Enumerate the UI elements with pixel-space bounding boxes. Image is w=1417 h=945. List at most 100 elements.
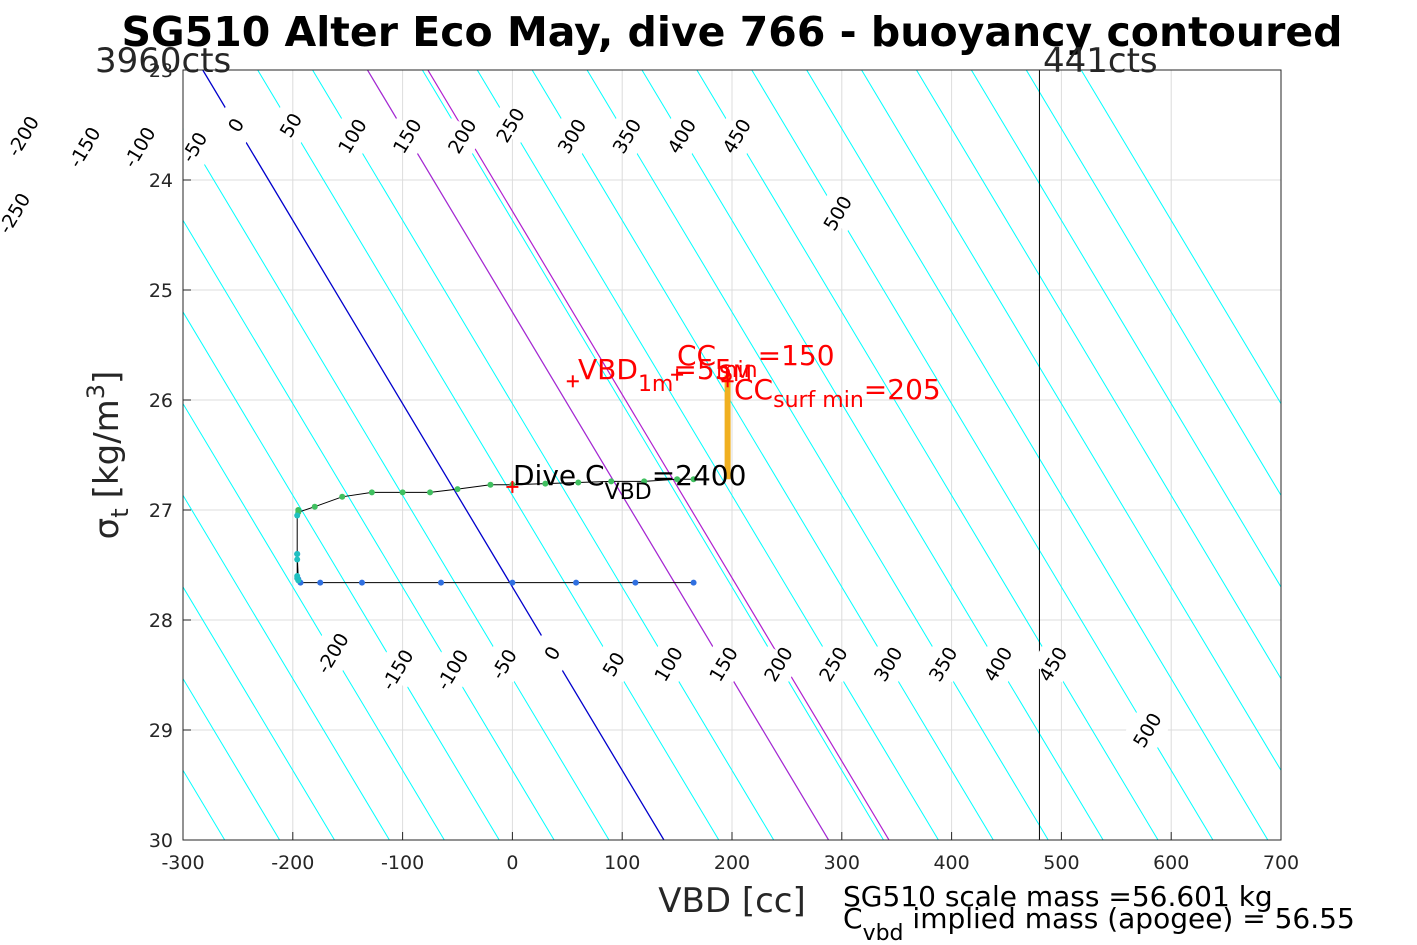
x-tick-label: 300 xyxy=(824,852,860,874)
contour-label-gap xyxy=(816,194,859,232)
bottom-point xyxy=(294,551,301,557)
contour-line xyxy=(312,70,775,840)
contour-line xyxy=(861,70,1281,772)
contour-label-gap xyxy=(702,645,745,683)
contour-line xyxy=(696,70,1159,840)
dive-c-value: =2400 xyxy=(652,459,747,492)
cc-min-sub: min xyxy=(716,358,758,383)
y-axis-label-unit: [kg/m xyxy=(87,399,127,498)
contour-line xyxy=(1080,70,1281,405)
ascent-point xyxy=(358,579,365,586)
x-tick-label: 500 xyxy=(1043,852,1079,874)
descent-point xyxy=(399,489,406,496)
contour-lines xyxy=(183,70,1281,840)
contour-line xyxy=(183,402,445,840)
x-axis-label: VBD [cc] xyxy=(658,881,806,921)
vbd1m-value: =55 xyxy=(673,353,732,386)
contour-label-gap xyxy=(530,634,574,672)
contour-label-gap xyxy=(0,194,36,232)
contour-label-gap xyxy=(214,106,257,144)
contour-label-gap xyxy=(1031,645,1074,683)
descent-point xyxy=(690,476,697,483)
y-axis-label-sub: t xyxy=(106,508,134,517)
contour-label-gap xyxy=(482,645,525,683)
contour-label-gap xyxy=(605,117,648,155)
y-tick-label: 30 xyxy=(149,830,173,852)
contour-line xyxy=(916,70,1281,680)
contour-line xyxy=(476,70,939,840)
descent-point xyxy=(427,489,434,496)
ascent-point xyxy=(317,579,324,586)
cc-surf-main: CC xyxy=(734,373,773,406)
contour-line xyxy=(1025,70,1281,497)
descent-point xyxy=(608,478,615,485)
contour-label-gap xyxy=(117,128,161,166)
x-tick-label: 100 xyxy=(604,852,640,874)
contour-label-gap xyxy=(660,117,703,155)
contour-label-gap xyxy=(811,645,855,683)
contour-line xyxy=(183,127,610,840)
y-tick-label: 27 xyxy=(149,500,173,522)
footer-implied-rest: implied mass (apogee) = 56.55 xyxy=(904,902,1355,935)
x-tick-label: 600 xyxy=(1153,852,1189,874)
y-axis-label-symbol: σ xyxy=(87,518,127,540)
descent-point xyxy=(641,478,648,485)
cc-min-main: CC xyxy=(677,339,716,372)
axis-ticks: -300 -200 -100 0 100 200 300 400 500 600 700 23 24 25… xyxy=(149,60,1299,874)
bottom-point xyxy=(294,512,301,519)
chart-title: SG510 Alter Eco May, dive 766 - buoyancy… xyxy=(121,8,1342,56)
descent-point xyxy=(339,493,346,500)
y-axis-label-close: ] xyxy=(87,371,127,384)
descent-point xyxy=(454,486,461,493)
dive-c-sub: VBD xyxy=(605,480,652,505)
x-tick-label: -200 xyxy=(271,852,314,874)
contour-label-gap xyxy=(440,117,483,155)
y-axis-label-sup: 3 xyxy=(82,384,110,399)
ascent-point xyxy=(509,579,516,586)
contour-label-gap xyxy=(63,128,106,166)
contour-line xyxy=(421,70,884,840)
dive-series xyxy=(294,374,731,586)
bottom-point xyxy=(295,577,302,584)
descent-point xyxy=(295,507,302,513)
footer-scale-mass: SG510 scale mass =56.601 kg xyxy=(843,880,1273,913)
cc-surf-annotation: CCsurf min=205 xyxy=(734,373,941,413)
x-tick-label: -100 xyxy=(381,852,424,874)
cc-surf-sub: surf min xyxy=(773,388,864,413)
contour-label-gap xyxy=(866,645,910,683)
svg-text:σt[kg/m3]: σt [kg/m3] xyxy=(82,371,134,540)
contour-line xyxy=(202,70,665,840)
y-tick-label: 29 xyxy=(149,720,173,742)
x-tick-label: -300 xyxy=(161,852,204,874)
contour-line xyxy=(586,70,1049,840)
descent-point xyxy=(575,479,582,486)
x-tick-label: 400 xyxy=(933,852,969,874)
ascent-point xyxy=(690,579,697,586)
descent-point xyxy=(542,480,549,487)
y-tick-label: 26 xyxy=(149,390,173,412)
ascent-point xyxy=(573,579,580,586)
y-axis-label: σt [kg/m3] xyxy=(82,371,134,540)
descent-point xyxy=(674,476,681,483)
contour-label-gap xyxy=(430,650,474,689)
contour-label-gap xyxy=(592,645,635,683)
contour-line xyxy=(257,70,720,840)
cc-min-annotation: CCmin=150 xyxy=(677,339,835,383)
contour-line xyxy=(183,494,390,840)
contour-label-gap xyxy=(269,106,312,144)
descent-point xyxy=(368,489,375,496)
y-tick-label: 24 xyxy=(149,170,173,192)
ascent-point xyxy=(438,579,445,586)
bottom-point xyxy=(294,556,301,563)
highlight-contour-line xyxy=(427,70,890,840)
vbd1m-main: VBD xyxy=(578,353,638,386)
descent-path xyxy=(297,478,694,513)
contour-line xyxy=(806,70,1269,840)
highlight-contour-line xyxy=(366,70,830,840)
ascent-point xyxy=(632,579,639,586)
descent-point xyxy=(487,481,494,488)
y-tick-label: 28 xyxy=(149,610,173,632)
sm-annotation: SM xyxy=(719,362,752,387)
vbd1m-sub: 1m xyxy=(638,372,673,397)
